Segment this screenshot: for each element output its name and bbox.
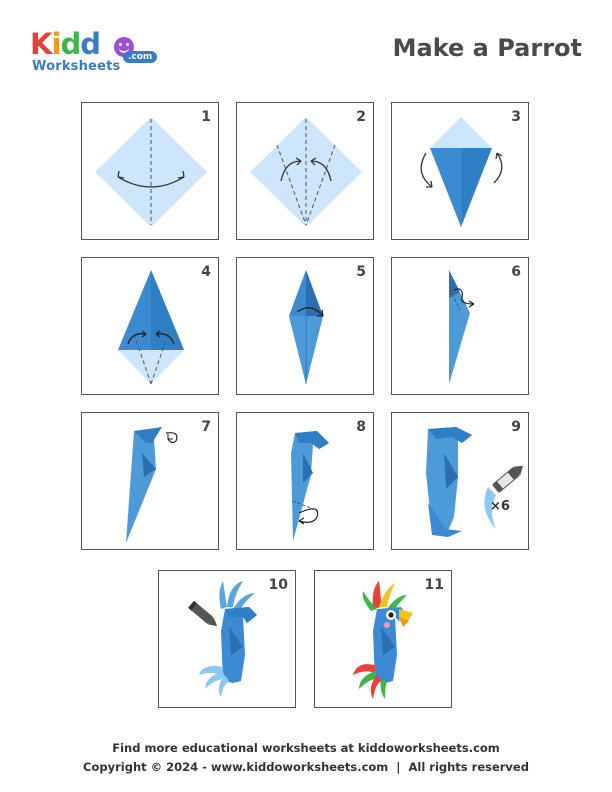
step-number: 6	[511, 264, 521, 280]
logo-worksheets-text: Worksheets	[32, 59, 121, 74]
step-11-diagram	[353, 581, 413, 699]
step-8-diagram	[291, 431, 329, 541]
crest-feathers	[219, 581, 255, 611]
step-panel-3: 3	[391, 102, 529, 240]
step-number: 2	[356, 109, 366, 125]
step-7-diagram	[126, 427, 178, 543]
step-panel-2: 2	[236, 102, 374, 240]
step-number: 8	[356, 419, 366, 435]
step-number: 3	[511, 109, 521, 125]
step-number: 5	[356, 264, 366, 280]
page-title: Make a Parrot	[392, 34, 582, 62]
step-panel-1: 1	[81, 102, 219, 240]
step-9-diagram	[426, 427, 523, 537]
step-2-diagram	[250, 117, 362, 227]
step-5-diagram	[289, 270, 324, 384]
logo-com-badge: .com	[123, 51, 158, 63]
step-panel-7: 7	[81, 412, 219, 550]
step-panel-4: 4	[81, 257, 219, 395]
step-number: 4	[201, 264, 211, 280]
step-panel-10: 10	[158, 570, 296, 708]
step-1-diagram	[95, 117, 207, 227]
step-panel-5: 5	[236, 257, 374, 395]
step-panel-9: 9 ×6	[391, 412, 529, 550]
footer-line-1: Find more educational worksheets at kidd…	[112, 741, 500, 755]
step-number: 11	[424, 577, 444, 593]
step-number: 1	[201, 109, 211, 125]
step-panel-6: 6	[391, 257, 529, 395]
step-panel-11: 11	[314, 570, 452, 708]
step-number: 7	[201, 419, 211, 435]
crayon-icon	[492, 465, 523, 493]
step-4-diagram	[118, 270, 184, 385]
step-number: 9	[511, 419, 521, 435]
logo-kiddo-text: Kidd	[30, 27, 101, 61]
kiddo-worksheets-logo: Kidd Worksheets .com	[30, 28, 160, 76]
pencil-icon	[188, 600, 218, 627]
step-panel-8: 8	[236, 412, 374, 550]
footer-line-2: Copyright © 2024 - www.kiddoworksheets.c…	[83, 760, 529, 774]
step-3-diagram	[420, 117, 503, 227]
step-9-multiplier: ×6	[490, 499, 510, 514]
step-number: 10	[268, 577, 288, 593]
step-6-diagram	[449, 270, 475, 384]
step-10-diagram	[188, 581, 257, 697]
